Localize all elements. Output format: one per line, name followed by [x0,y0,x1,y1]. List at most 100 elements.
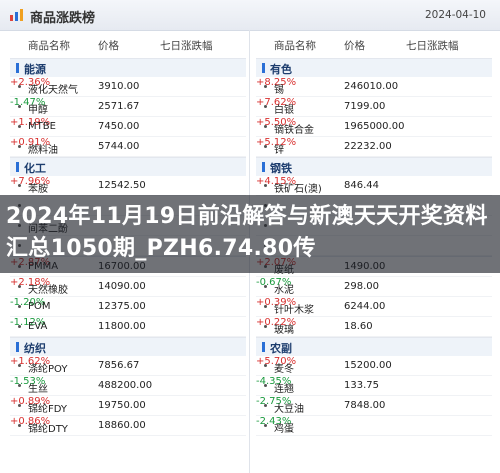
bullet-icon [18,364,21,367]
commodity-price: 14090.00 [98,281,146,292]
commodity-row[interactable]: 天然橡胶 14090.00 +2.18% [10,277,246,297]
bullet-icon [18,384,21,387]
commodity-name: 连翘 [274,384,294,395]
bullet-icon [264,125,267,128]
commodity-change: +7.96% [10,176,51,187]
category-marker [16,63,19,73]
bullet-icon [264,145,267,148]
commodity-name: 鸡蛋 [274,424,294,435]
category-header[interactable]: 农副 [256,338,492,356]
category-section: 能源 液化天然气 3910.00 +2.36% 甲醇 2571.67 -1.47% MTBE 7… [10,58,246,157]
commodity-change: +1.19% [10,117,51,128]
commodity-row[interactable]: 苯胺 12542.50 +7.96% [10,176,246,196]
commodity-price: 7848.00 [344,400,386,411]
commodity-change: -1.20% [10,297,46,308]
page-title: 商品涨跌榜 [30,11,96,26]
category-header[interactable]: 纺织 [10,338,246,356]
watermark-overlay: 2024年11月19日前沿解答与新澳天天开奖资料汇总1050期_PZH6.74.… [0,195,500,273]
commodity-row[interactable]: 锦纶FDY 19750.00 +0.89% [10,396,246,416]
commodity-change: -0.67% [256,277,292,288]
bullet-icon [264,325,267,328]
commodity-name: 锦纶DTY [28,424,68,435]
bullet-icon [264,404,267,407]
category-label: 农副 [270,342,292,355]
column-header: 商品名称 价格 七日涨跌幅 [256,30,492,58]
category-header[interactable]: 钢铁 [256,158,492,176]
header-price: 价格 [344,40,365,52]
commodity-row[interactable]: 玻璃 18.60 +0.22% [256,317,492,337]
commodity-change: -1.47% [10,97,46,108]
bullet-icon [264,184,267,187]
commodity-row[interactable]: 白银 7199.00 +7.62% [256,97,492,117]
bullet-icon [18,125,21,128]
commodity-row[interactable]: 锡 246010.00 +8.25% [256,77,492,97]
commodity-name: 生丝 [28,384,48,395]
commodity-row[interactable]: MTBE 7450.00 +1.19% [10,117,246,137]
commodity-row[interactable]: 连翘 133.75 -4.35% [256,376,492,396]
commodity-name: 锌 [274,145,284,156]
commodity-change: +2.18% [10,277,51,288]
commodity-row[interactable]: POM 12375.00 -1.20% [10,297,246,317]
category-label: 能源 [24,63,46,76]
commodity-change: +2.36% [10,77,51,88]
commodity-price: 22232.00 [344,141,392,152]
commodity-price: 2571.67 [98,101,140,112]
commodity-name: 水泥 [274,285,294,296]
commodity-price: 846.44 [344,180,379,191]
commodity-row[interactable]: 鸡蛋 -2.43% [256,416,492,436]
commodity-row[interactable]: 大豆油 7848.00 -2.75% [256,396,492,416]
commodity-row[interactable]: 甲醇 2571.67 -1.47% [10,97,246,117]
bullet-icon [18,145,21,148]
commodity-row[interactable]: 燃料油 5744.00 +0.91% [10,137,246,157]
commodity-price: 18860.00 [98,420,146,431]
commodity-row[interactable]: 涤纶POY 7856.67 +1.62% [10,356,246,376]
category-label: 有色 [270,63,292,76]
bullet-icon [264,105,267,108]
header-name: 商品名称 [274,40,316,52]
commodity-price: 298.00 [344,281,379,292]
commodity-row[interactable]: 锦纶DTY 18860.00 +0.86% [10,416,246,436]
commodity-price: 18.60 [344,321,373,332]
commodity-name: 苯胺 [28,184,48,195]
commodity-row[interactable]: 水泥 298.00 -0.67% [256,277,492,297]
commodity-price: 15200.00 [344,360,392,371]
commodity-row[interactable]: 铁矿石(澳) 846.44 +4.15% [256,176,492,196]
commodity-change: +0.91% [10,137,51,148]
commodity-row[interactable]: 镝铁合金 1965000.00 +5.50% [256,117,492,137]
category-header[interactable]: 化工 [10,158,246,176]
bullet-icon [18,305,21,308]
header-name: 商品名称 [28,40,70,52]
commodity-price: 19750.00 [98,400,146,411]
category-label: 化工 [24,162,46,175]
commodity-name: 针叶木浆 [274,305,314,316]
commodity-change: +4.15% [256,176,297,187]
commodity-row[interactable]: 锌 22232.00 +5.12% [256,137,492,157]
bullet-icon [18,285,21,288]
commodity-change: -4.35% [256,376,292,387]
commodity-name: 锦纶FDY [28,404,68,415]
commodity-row[interactable]: 生丝 488200.00 -1.53% [10,376,246,396]
commodity-name: 锡 [274,85,284,96]
bullet-icon [18,184,21,187]
category-header[interactable]: 有色 [256,59,492,77]
commodity-price: 133.75 [344,380,379,391]
commodity-price: 5744.00 [98,141,140,152]
bullet-icon [264,285,267,288]
commodity-change: +5.12% [256,137,297,148]
commodity-name: 液化天然气 [28,85,78,96]
bullet-icon [18,404,21,407]
commodity-row[interactable]: EVA 11800.00 -1.12% [10,317,246,337]
category-header[interactable]: 能源 [10,59,246,77]
commodity-row[interactable]: 针叶木浆 6244.00 +0.39% [256,297,492,317]
commodity-row[interactable]: 麦冬 15200.00 +5.70% [256,356,492,376]
header-change: 七日涨跌幅 [160,40,213,52]
commodity-change: +1.62% [10,356,51,367]
header-bar: 商品涨跌榜 2024-04-10 [0,0,500,31]
commodity-row[interactable]: 液化天然气 3910.00 +2.36% [10,77,246,97]
commodity-name: 玻璃 [274,325,294,336]
bullet-icon [18,105,21,108]
commodity-change: +8.25% [256,77,297,88]
category-label: 纺织 [24,342,46,355]
chart-icon [10,9,23,21]
commodity-price: 11800.00 [98,321,146,332]
